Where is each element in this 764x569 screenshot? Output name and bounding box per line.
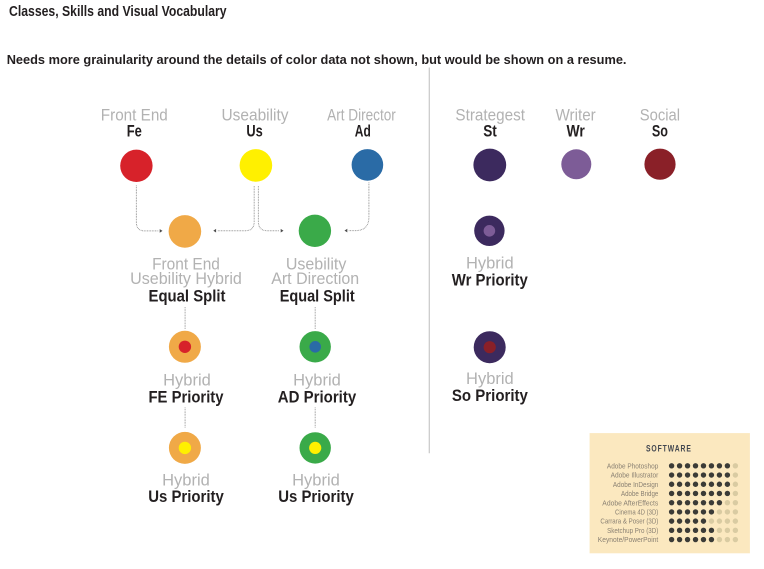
svg-text:So: So (652, 123, 668, 141)
svg-text:Hybrid: Hybrid (292, 471, 340, 489)
svg-text:St: St (483, 123, 497, 141)
svg-text:Art Direction: Art Direction (271, 270, 359, 288)
svg-text:AD Priority: AD Priority (278, 389, 357, 407)
svg-text:Us Priority: Us Priority (278, 488, 354, 506)
svg-text:Equal Split: Equal Split (280, 288, 355, 306)
svg-text:Cinema 4D (3D): Cinema 4D (3D) (615, 508, 658, 517)
svg-text:Social: Social (640, 107, 680, 125)
svg-text:Adobe InDesign: Adobe InDesign (613, 480, 658, 489)
svg-text:Hybrid: Hybrid (163, 372, 211, 390)
svg-text:Equal Split: Equal Split (149, 288, 226, 306)
svg-text:Art Director: Art Director (327, 107, 396, 125)
svg-text:Adobe Photoshop: Adobe Photoshop (607, 461, 658, 470)
svg-text:Wr Priority: Wr Priority (452, 272, 529, 290)
svg-text:Us Priority: Us Priority (148, 488, 224, 506)
svg-text:Adobe AfterEffects: Adobe AfterEffects (602, 498, 658, 507)
svg-text:Sketchup Pro (3D): Sketchup Pro (3D) (607, 526, 658, 535)
svg-text:Fe: Fe (127, 123, 142, 141)
svg-text:Hybrid: Hybrid (162, 471, 210, 489)
svg-text:Usebility: Usebility (286, 256, 347, 274)
svg-text:Useability: Useability (222, 107, 290, 125)
svg-text:Front End: Front End (152, 256, 220, 274)
svg-text:Carrara & Poser (3D): Carrara & Poser (3D) (600, 517, 658, 526)
svg-text:Hybrid: Hybrid (466, 254, 514, 272)
svg-text:Classes, Skills and Visual Voc: Classes, Skills and Visual Vocabulary (9, 4, 227, 20)
svg-text:Writer: Writer (555, 107, 596, 125)
svg-text:Wr: Wr (566, 123, 585, 141)
svg-text:Hybrid: Hybrid (293, 372, 341, 390)
svg-text:Needs more grainularity around: Needs more grainularity around the detai… (7, 52, 627, 67)
svg-text:Adobe Bridge: Adobe Bridge (621, 489, 658, 498)
svg-text:Adobe Illustrator: Adobe Illustrator (611, 471, 659, 480)
svg-text:Us: Us (246, 123, 262, 141)
svg-text:Strategest: Strategest (455, 107, 525, 125)
svg-text:Ad: Ad (355, 123, 371, 141)
svg-text:Keynote/PowerPoint: Keynote/PowerPoint (598, 535, 659, 544)
svg-text:Front End: Front End (101, 107, 168, 125)
svg-text:So Priority: So Priority (452, 387, 529, 405)
svg-text:FE Priority: FE Priority (149, 389, 225, 407)
svg-text:Usebility Hybrid: Usebility Hybrid (130, 270, 242, 288)
svg-text:Hybrid: Hybrid (466, 370, 514, 388)
svg-text:SOFTWARE: SOFTWARE (646, 443, 692, 453)
